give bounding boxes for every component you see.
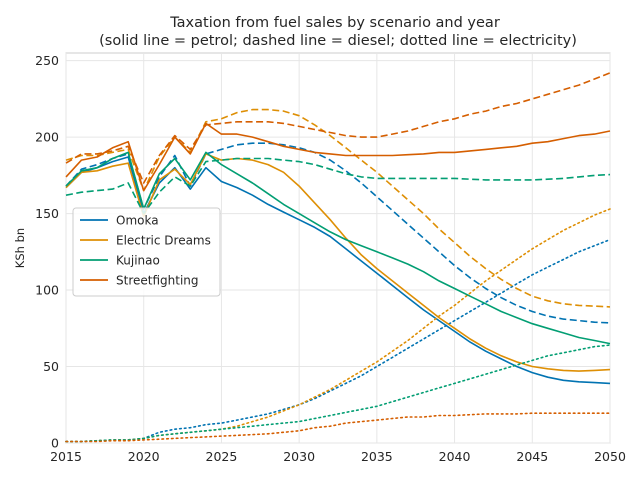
series-line-streetfighting-petrol — [65, 122, 611, 192]
series-line-kujinao-diesel — [65, 157, 611, 215]
series-line-omoka-electricity — [65, 238, 611, 443]
chart-title: Taxation from fuel sales by scenario and… — [169, 15, 500, 31]
y-tick-label: 200 — [35, 130, 59, 145]
series-line-electric-dreams-petrol — [65, 153, 611, 372]
x-tick-label: 2050 — [594, 449, 626, 464]
chart-subtitle: (solid line = petrol; dashed line = dies… — [99, 33, 577, 49]
y-tick-label: 100 — [35, 283, 59, 298]
x-tick-label: 2035 — [361, 449, 393, 464]
tick-labels: 2015 2020 2025 2030 2035 2040 2045 2050 0 50 100 15… — [35, 53, 626, 464]
series-line-omoka-petrol — [65, 156, 611, 385]
y-tick-label: 150 — [35, 206, 59, 221]
series-lines — [65, 72, 611, 443]
y-axis-label: KSh bn — [13, 228, 27, 268]
legend-label: Streetfighting — [116, 274, 199, 288]
x-tick-label: 2045 — [516, 449, 548, 464]
series-line-kujinao-petrol — [65, 151, 611, 345]
legend-label: Omoka — [116, 214, 159, 228]
legend-label: Kujinao — [116, 254, 160, 268]
series-line-kujinao-electricity — [65, 344, 611, 443]
legend-frame — [72, 207, 221, 297]
x-tick-label: 2040 — [439, 449, 471, 464]
y-tick-label: 50 — [43, 359, 59, 374]
grid — [65, 53, 611, 444]
y-tick-label: 0 — [51, 436, 59, 451]
x-tick-label: 2025 — [206, 449, 238, 464]
x-tick-label: 2020 — [128, 449, 160, 464]
series-line-streetfighting-diesel — [65, 72, 611, 184]
legend-label: Electric Dreams — [116, 234, 211, 248]
y-tick-label: 250 — [35, 53, 59, 68]
series-line-electric-dreams-diesel — [65, 108, 611, 308]
legend: Omoka Electric Dreams Kujinao Streetfightin… — [72, 207, 221, 297]
x-tick-label: 2030 — [283, 449, 315, 464]
series-line-streetfighting-electricity — [65, 412, 611, 443]
x-tick-label: 2015 — [50, 449, 82, 464]
series-line-omoka-diesel — [65, 142, 611, 324]
